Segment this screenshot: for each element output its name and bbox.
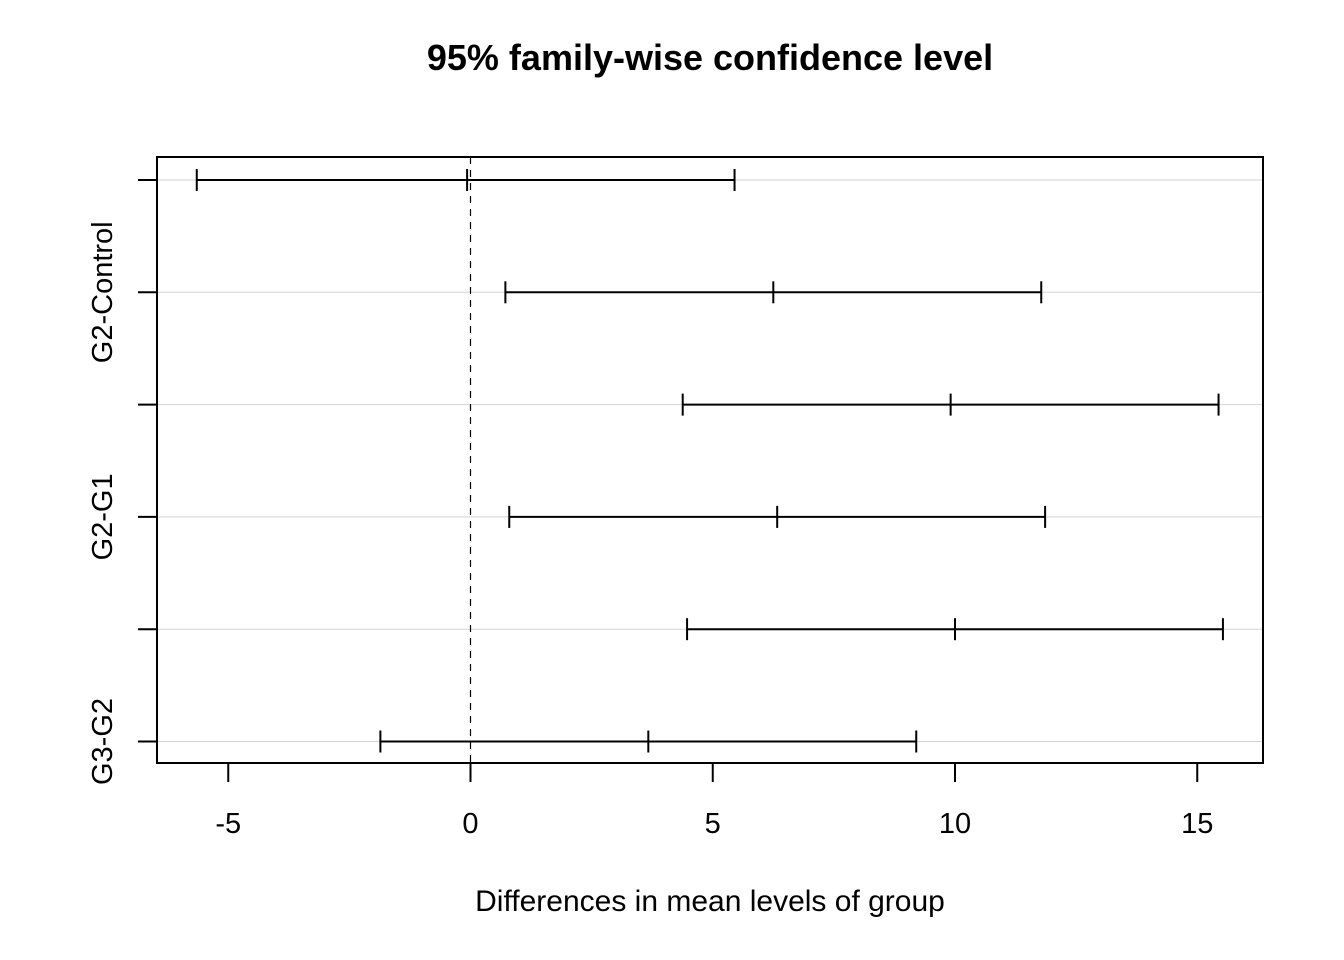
chart-title: 95% family-wise confidence level [427,37,993,78]
x-axis-label: Differences in mean levels of group [475,885,945,918]
y-axis: G2-Control G2-G1 G3-G2 [87,179,157,785]
y-tick-label: G2-Control [87,221,119,363]
x-tick-label: 0 [462,808,478,840]
interval-4 [508,505,1047,528]
x-tick-label: 5 [705,808,721,840]
interval-2 [504,281,1043,304]
x-tick-label: 10 [939,808,971,840]
confidence-intervals [195,169,1224,753]
x-tick-label: 15 [1181,808,1213,840]
x-axis: -5 0 5 10 15 [215,763,1213,840]
y-tick-label: G3-G2 [87,698,119,785]
plot-frame [156,156,1264,764]
interval-3 [681,393,1220,416]
interval-1 [195,169,736,191]
x-tick-label: -5 [215,808,241,840]
interval-5 [686,618,1224,641]
interval-6 [379,730,918,753]
grid-lines [157,179,1263,742]
y-tick-label: G2-G1 [87,473,119,560]
